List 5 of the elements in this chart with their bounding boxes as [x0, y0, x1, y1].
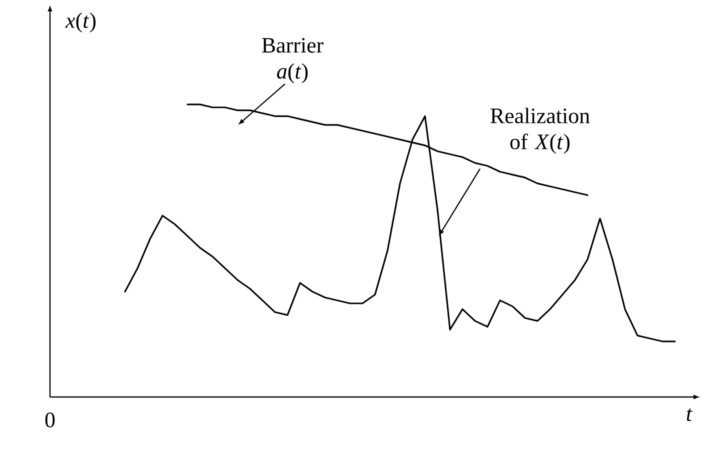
text: 0 [45, 412, 55, 428]
text: Barrier a(t) [262, 38, 324, 84]
x-axis-title: t [686, 408, 692, 422]
annotation: Realization of X(t) [490, 108, 590, 154]
y-axis-title: x(t) [65, 12, 96, 32]
